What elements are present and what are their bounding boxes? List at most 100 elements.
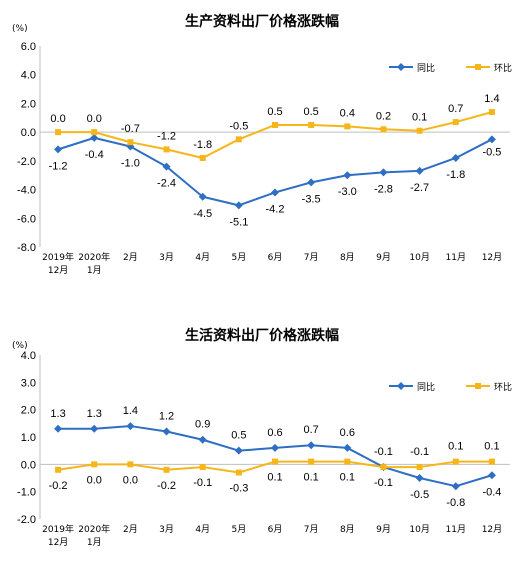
data-point — [271, 443, 279, 452]
x-tick-label: 2月 — [123, 524, 138, 535]
data-point — [91, 129, 98, 136]
y-tick-label: -8.0 — [17, 242, 36, 254]
data-point — [380, 464, 387, 471]
data-label: 0.5 — [304, 106, 319, 118]
data-point — [416, 464, 423, 471]
data-point — [127, 461, 134, 468]
data-label: -3.0 — [338, 186, 357, 198]
x-tick-label: 10月 — [409, 252, 429, 263]
data-label: 0.7 — [304, 424, 319, 436]
data-point — [163, 146, 170, 153]
data-label: -0.4 — [85, 149, 104, 161]
data-label: 0.6 — [340, 427, 355, 439]
data-label: -2.7 — [410, 182, 429, 194]
data-point — [54, 424, 63, 433]
data-label: -1.8 — [193, 139, 212, 151]
data-label: 0.0 — [123, 474, 138, 486]
data-point — [127, 139, 134, 146]
data-point — [307, 178, 316, 187]
data-point — [379, 168, 388, 177]
data-point — [55, 466, 62, 473]
data-label: -1.0 — [121, 158, 140, 170]
y-tick-label: -6.0 — [17, 213, 36, 225]
y-tick-label: 3.0 — [21, 377, 36, 389]
x-tick-label: 8月 — [340, 524, 355, 535]
x-tick-label: 2月 — [123, 252, 138, 263]
x-tick-label: 9月 — [376, 524, 391, 535]
data-point — [199, 154, 206, 161]
y-tick-label: 1.0 — [21, 432, 36, 444]
legend: 同比 环比 — [389, 62, 512, 74]
x-tick-label: 1月 — [87, 265, 102, 276]
x-tick-label: 2020年 — [78, 251, 110, 263]
data-label: -0.1 — [374, 446, 393, 458]
x-tick-label: 2019年 — [42, 251, 74, 263]
data-label: 1.4 — [484, 93, 499, 105]
legend-marker — [475, 383, 481, 389]
data-label: -3.5 — [302, 193, 321, 205]
data-point — [415, 166, 424, 175]
x-tick-label: 4月 — [195, 252, 210, 263]
data-label: -4.5 — [193, 208, 212, 220]
legend: 同比 环比 — [389, 381, 512, 393]
data-point — [162, 427, 171, 436]
data-label: 0.5 — [267, 106, 282, 118]
x-tick-label: 2020年 — [78, 523, 110, 535]
data-label: -1.2 — [157, 130, 176, 142]
y-unit: (%) — [12, 24, 28, 34]
x-tick-label: 4月 — [195, 524, 210, 535]
data-point — [308, 121, 315, 128]
data-point — [91, 461, 98, 468]
y-tick-label: -2.0 — [17, 514, 36, 526]
chart-1: 生产资料出厂价格涨跌幅 (%) 6.0 4.0 2.0 0.0 -2.0 -4.0 -6.0 -8… — [12, 13, 512, 276]
data-point — [451, 153, 460, 162]
x-tick-label: 6月 — [268, 524, 283, 535]
data-label: 1.3 — [50, 408, 65, 420]
data-point — [272, 458, 278, 465]
data-point — [54, 145, 63, 154]
data-point — [344, 123, 351, 130]
data-label: -0.1 — [374, 477, 393, 489]
legend-marker — [475, 64, 481, 70]
y-tick-label: 0.0 — [21, 127, 36, 139]
data-point — [452, 119, 459, 126]
data-label: 0.1 — [484, 441, 499, 453]
data-label: 0.0 — [87, 113, 102, 125]
data-label: 0.1 — [304, 472, 319, 484]
series-mom: 0.0 0.0 -0.7 -1.2 -1.8 -0.5 0.5 0.5 0.4 0.2 0.1 0.7… — [50, 93, 500, 161]
y-tick-label: 2.0 — [21, 98, 36, 110]
data-label: -1.2 — [49, 160, 68, 172]
x-tick-label: 12月 — [48, 537, 68, 548]
legend-label: 环比 — [494, 381, 512, 393]
data-label: -0.1 — [193, 477, 212, 489]
data-point — [55, 129, 62, 136]
data-label: -0.1 — [410, 446, 429, 458]
data-point — [488, 109, 495, 116]
y-tick-label: -2.0 — [17, 156, 36, 168]
data-point — [343, 443, 352, 452]
data-point — [199, 464, 206, 471]
data-label: -2.4 — [157, 178, 176, 190]
data-label: 0.7 — [448, 103, 463, 115]
data-point — [416, 127, 423, 134]
y-tick-label: 4.0 — [21, 70, 36, 82]
x-tick-label: 12月 — [482, 524, 502, 535]
data-point — [198, 192, 207, 201]
data-label: -0.2 — [49, 480, 68, 492]
legend-label: 同比 — [417, 62, 435, 74]
x-tick-label: 11月 — [446, 252, 466, 263]
y-tick-label: 0.0 — [21, 459, 36, 471]
data-point — [235, 469, 242, 476]
data-point — [234, 446, 243, 455]
x-tick-label: 6月 — [268, 252, 283, 263]
legend-marker — [397, 63, 405, 71]
data-label: 1.2 — [159, 411, 174, 423]
data-label: 0.0 — [50, 113, 65, 125]
x-tick-label: 2019年 — [42, 523, 74, 535]
chart-title: 生产资料出厂价格涨跌幅 — [185, 13, 339, 30]
x-tick-label: 12月 — [48, 265, 68, 276]
x-tick-label: 3月 — [159, 524, 174, 535]
y-tick-label: -4.0 — [17, 185, 36, 197]
data-point — [272, 121, 278, 128]
